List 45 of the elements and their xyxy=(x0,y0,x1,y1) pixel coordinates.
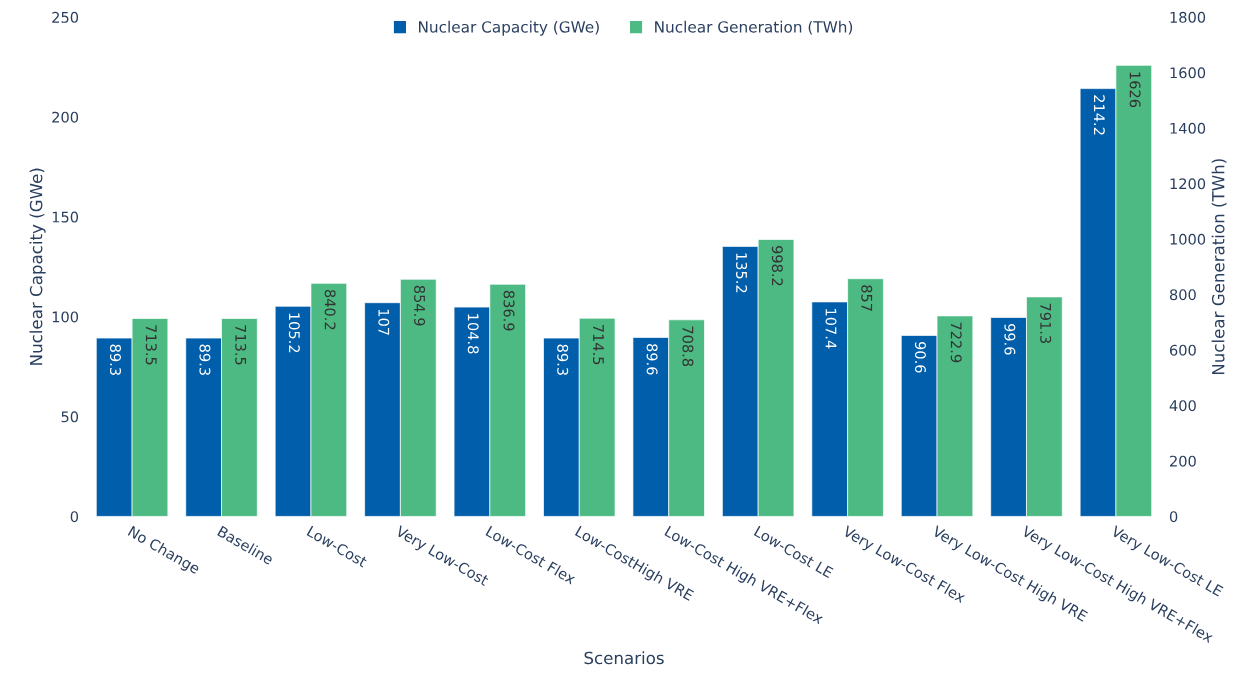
y2-axis-title: Nuclear Generation (TWh) xyxy=(1211,159,1227,375)
y-axis-title: Nuclear Capacity (GWe) xyxy=(29,168,46,365)
data-label: 1626 xyxy=(1129,72,1141,108)
data-label: 214.2 xyxy=(1094,95,1105,135)
data-label: 722.9 xyxy=(950,322,962,363)
y2-tick-label: 1000 xyxy=(1170,233,1206,245)
y-tick-label: 150 xyxy=(52,211,79,223)
y2-tick-label: 200 xyxy=(1170,455,1196,467)
data-label: 89.3 xyxy=(109,344,121,375)
y2-tick-label: 1400 xyxy=(1170,122,1206,134)
data-label: 107 xyxy=(378,309,390,335)
data-label: 854.9 xyxy=(414,285,426,326)
data-label: 836.9 xyxy=(503,290,515,331)
data-label: 714.5 xyxy=(592,324,604,365)
data-label: 135.2 xyxy=(736,253,748,293)
y-tick-label: 0 xyxy=(70,511,79,523)
y2-tick-label: 800 xyxy=(1169,289,1196,301)
data-label: 107.4 xyxy=(825,309,837,349)
data-label: 791.3 xyxy=(1040,303,1052,344)
y2-tick-label: 1200 xyxy=(1170,178,1206,190)
data-label: 89.6 xyxy=(646,344,658,375)
data-label: 713.5 xyxy=(145,325,157,365)
y2-tick-label: 600 xyxy=(1169,344,1196,356)
data-label: 104.8 xyxy=(467,314,479,354)
data-label: 90.6 xyxy=(914,341,926,373)
data-label: 89.3 xyxy=(199,344,211,375)
data-label: 998.2 xyxy=(771,245,783,286)
data-label: 713.5 xyxy=(235,325,247,365)
y2-tick-label: 400 xyxy=(1169,400,1196,412)
data-label: 89.3 xyxy=(557,344,569,375)
y2-tick-label: 1600 xyxy=(1170,67,1206,79)
y2-tick-label: 1800 xyxy=(1170,11,1206,23)
data-label: 105.2 xyxy=(288,313,300,353)
legend-label: Nuclear Generation (TWh) xyxy=(655,20,853,35)
data-label: 708.8 xyxy=(682,326,694,367)
y-tick-label: 50 xyxy=(61,411,79,423)
data-label: 840.2 xyxy=(324,289,336,330)
x-axis-title: Scenarios xyxy=(584,651,664,665)
y-tick-label: 200 xyxy=(52,111,79,123)
y-tick-label: 100 xyxy=(52,311,79,323)
y-tick-label: 250 xyxy=(52,11,79,23)
legend-label: Nuclear Capacity (GWe) xyxy=(419,20,599,36)
data-label: 857 xyxy=(861,285,873,311)
y2-tick-label: 0 xyxy=(1169,511,1178,523)
data-label: 99.6 xyxy=(1004,323,1016,355)
